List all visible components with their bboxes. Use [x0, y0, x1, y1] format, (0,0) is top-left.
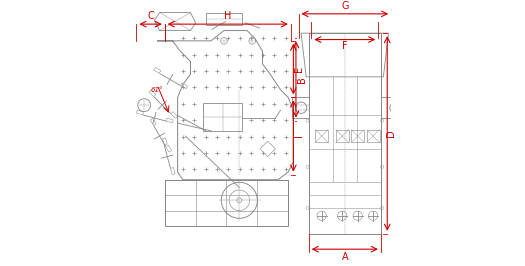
Text: H: H — [224, 11, 232, 22]
Text: A: A — [341, 252, 348, 262]
Text: D: D — [385, 130, 395, 137]
Text: B: B — [297, 76, 307, 83]
Text: C: C — [147, 11, 154, 22]
Text: I: I — [293, 135, 303, 138]
Text: F: F — [342, 41, 348, 51]
Text: 61°: 61° — [151, 87, 163, 93]
Text: E: E — [293, 66, 303, 72]
Text: G: G — [341, 1, 349, 11]
